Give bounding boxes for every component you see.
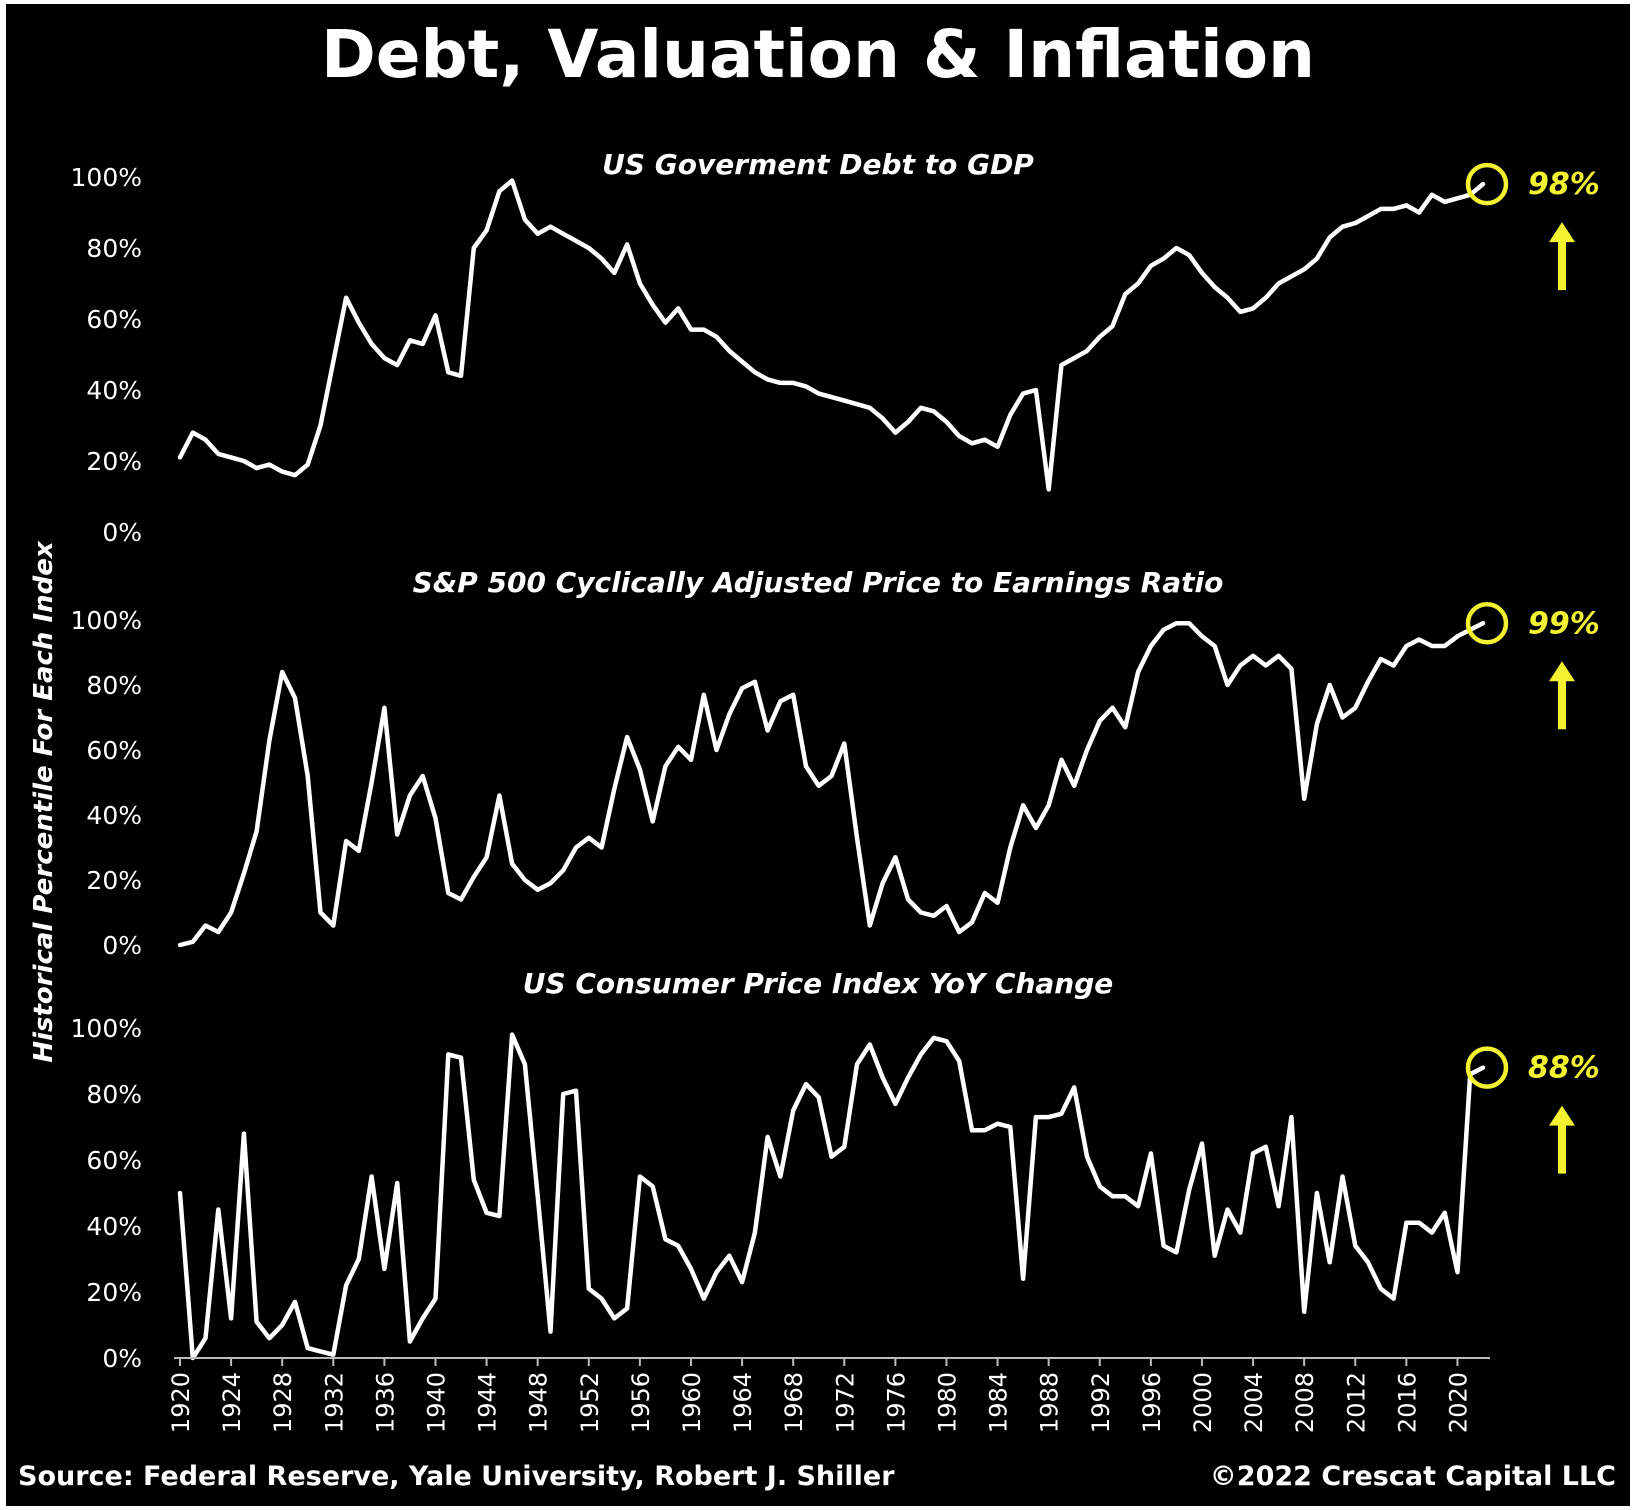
x-tick-label: 1992 bbox=[1087, 1372, 1115, 1433]
copyright-note: ©2022 Crescat Capital LLC bbox=[1209, 1461, 1616, 1492]
highlight-value-label: 88% bbox=[1528, 1051, 1600, 1086]
x-tick-label: 1924 bbox=[218, 1372, 246, 1433]
x-tick-label: 1984 bbox=[985, 1372, 1013, 1433]
x-tick-label: 1976 bbox=[882, 1372, 910, 1433]
highlight-circle bbox=[1465, 602, 1509, 645]
panel-2: S&P 500 Cyclically Adjusted Price to Ear… bbox=[71, 566, 1600, 960]
x-tick-label: 1920 bbox=[167, 1372, 195, 1433]
up-arrow-icon bbox=[1549, 222, 1575, 291]
x-tick-label: 1988 bbox=[1036, 1372, 1064, 1433]
panel-3: US Consumer Price Index YoY Change 100% 80… bbox=[71, 967, 1600, 1373]
panel-1: US Goverment Debt to GDP 100% 80% 60% 40% 20%… bbox=[71, 148, 1600, 547]
x-tick-label: 2012 bbox=[1342, 1372, 1370, 1433]
y-tick-label: 80% bbox=[86, 671, 142, 700]
x-tick-label: 1996 bbox=[1138, 1372, 1166, 1433]
highlight-circle bbox=[1465, 162, 1509, 206]
source-note: Source: Federal Reserve, Yale University… bbox=[18, 1461, 895, 1492]
y-tick-label: 0% bbox=[102, 931, 142, 960]
y-tick-label: 0% bbox=[102, 1344, 142, 1373]
y-tick-label: 20% bbox=[86, 1278, 142, 1307]
y-axis-label: Historical Percentile For Each Index bbox=[29, 540, 59, 1063]
y-tick-label: 40% bbox=[86, 376, 142, 405]
series-line bbox=[177, 178, 1486, 492]
y-tick-label: 0% bbox=[102, 518, 142, 547]
x-tick-label: 2000 bbox=[1189, 1372, 1217, 1433]
y-tick-label: 100% bbox=[71, 163, 142, 192]
y-tick-label: 40% bbox=[86, 801, 142, 830]
series-line bbox=[177, 1032, 1486, 1361]
x-tick-label: 1956 bbox=[627, 1372, 655, 1433]
x-tick-label: 1980 bbox=[933, 1372, 961, 1433]
up-arrow-icon bbox=[1549, 1105, 1575, 1174]
x-tick-label: 1952 bbox=[576, 1372, 604, 1433]
highlight-circle bbox=[1465, 1046, 1509, 1089]
up-arrow-icon bbox=[1549, 661, 1575, 730]
x-tick-label: 1928 bbox=[269, 1372, 297, 1433]
series-line bbox=[177, 621, 1486, 948]
chart-background bbox=[6, 4, 1630, 1506]
y-tick-label: 80% bbox=[86, 234, 142, 263]
y-tick-label: 100% bbox=[71, 1014, 142, 1043]
x-tick-label: 2008 bbox=[1291, 1372, 1319, 1433]
x-tick-label: 1932 bbox=[320, 1372, 348, 1433]
x-tick-label: 1964 bbox=[729, 1372, 757, 1433]
y-tick-label: 100% bbox=[71, 606, 142, 635]
x-tick-label: 2020 bbox=[1444, 1372, 1472, 1433]
panel-title: S&P 500 Cyclically Adjusted Price to Ear… bbox=[413, 566, 1224, 599]
x-tick-label: 1972 bbox=[831, 1372, 859, 1433]
x-tick-label: 1944 bbox=[474, 1372, 502, 1433]
x-tick-label: 1960 bbox=[678, 1372, 706, 1433]
y-tick-label: 60% bbox=[86, 305, 142, 334]
highlight-value-label: 99% bbox=[1528, 606, 1600, 641]
x-tick-label: 1948 bbox=[525, 1372, 553, 1433]
x-tick-label: 1940 bbox=[422, 1372, 450, 1433]
highlight-value-label: 98% bbox=[1528, 167, 1600, 202]
panel-title: US Consumer Price Index YoY Change bbox=[523, 967, 1114, 1000]
x-tick-label: 1968 bbox=[780, 1372, 808, 1433]
chart-title: Debt, Valuation & Inflation bbox=[320, 16, 1316, 93]
x-tick-label: 1936 bbox=[371, 1372, 399, 1433]
y-tick-label: 60% bbox=[86, 736, 142, 765]
y-tick-label: 20% bbox=[86, 866, 142, 895]
x-tick-label: 2016 bbox=[1393, 1372, 1421, 1433]
y-tick-label: 80% bbox=[86, 1080, 142, 1109]
x-tick-label: 2004 bbox=[1240, 1372, 1268, 1433]
y-tick-label: 20% bbox=[86, 447, 142, 476]
y-tick-label: 40% bbox=[86, 1212, 142, 1241]
y-tick-label: 60% bbox=[86, 1146, 142, 1175]
panel-title: US Goverment Debt to GDP bbox=[602, 148, 1034, 181]
